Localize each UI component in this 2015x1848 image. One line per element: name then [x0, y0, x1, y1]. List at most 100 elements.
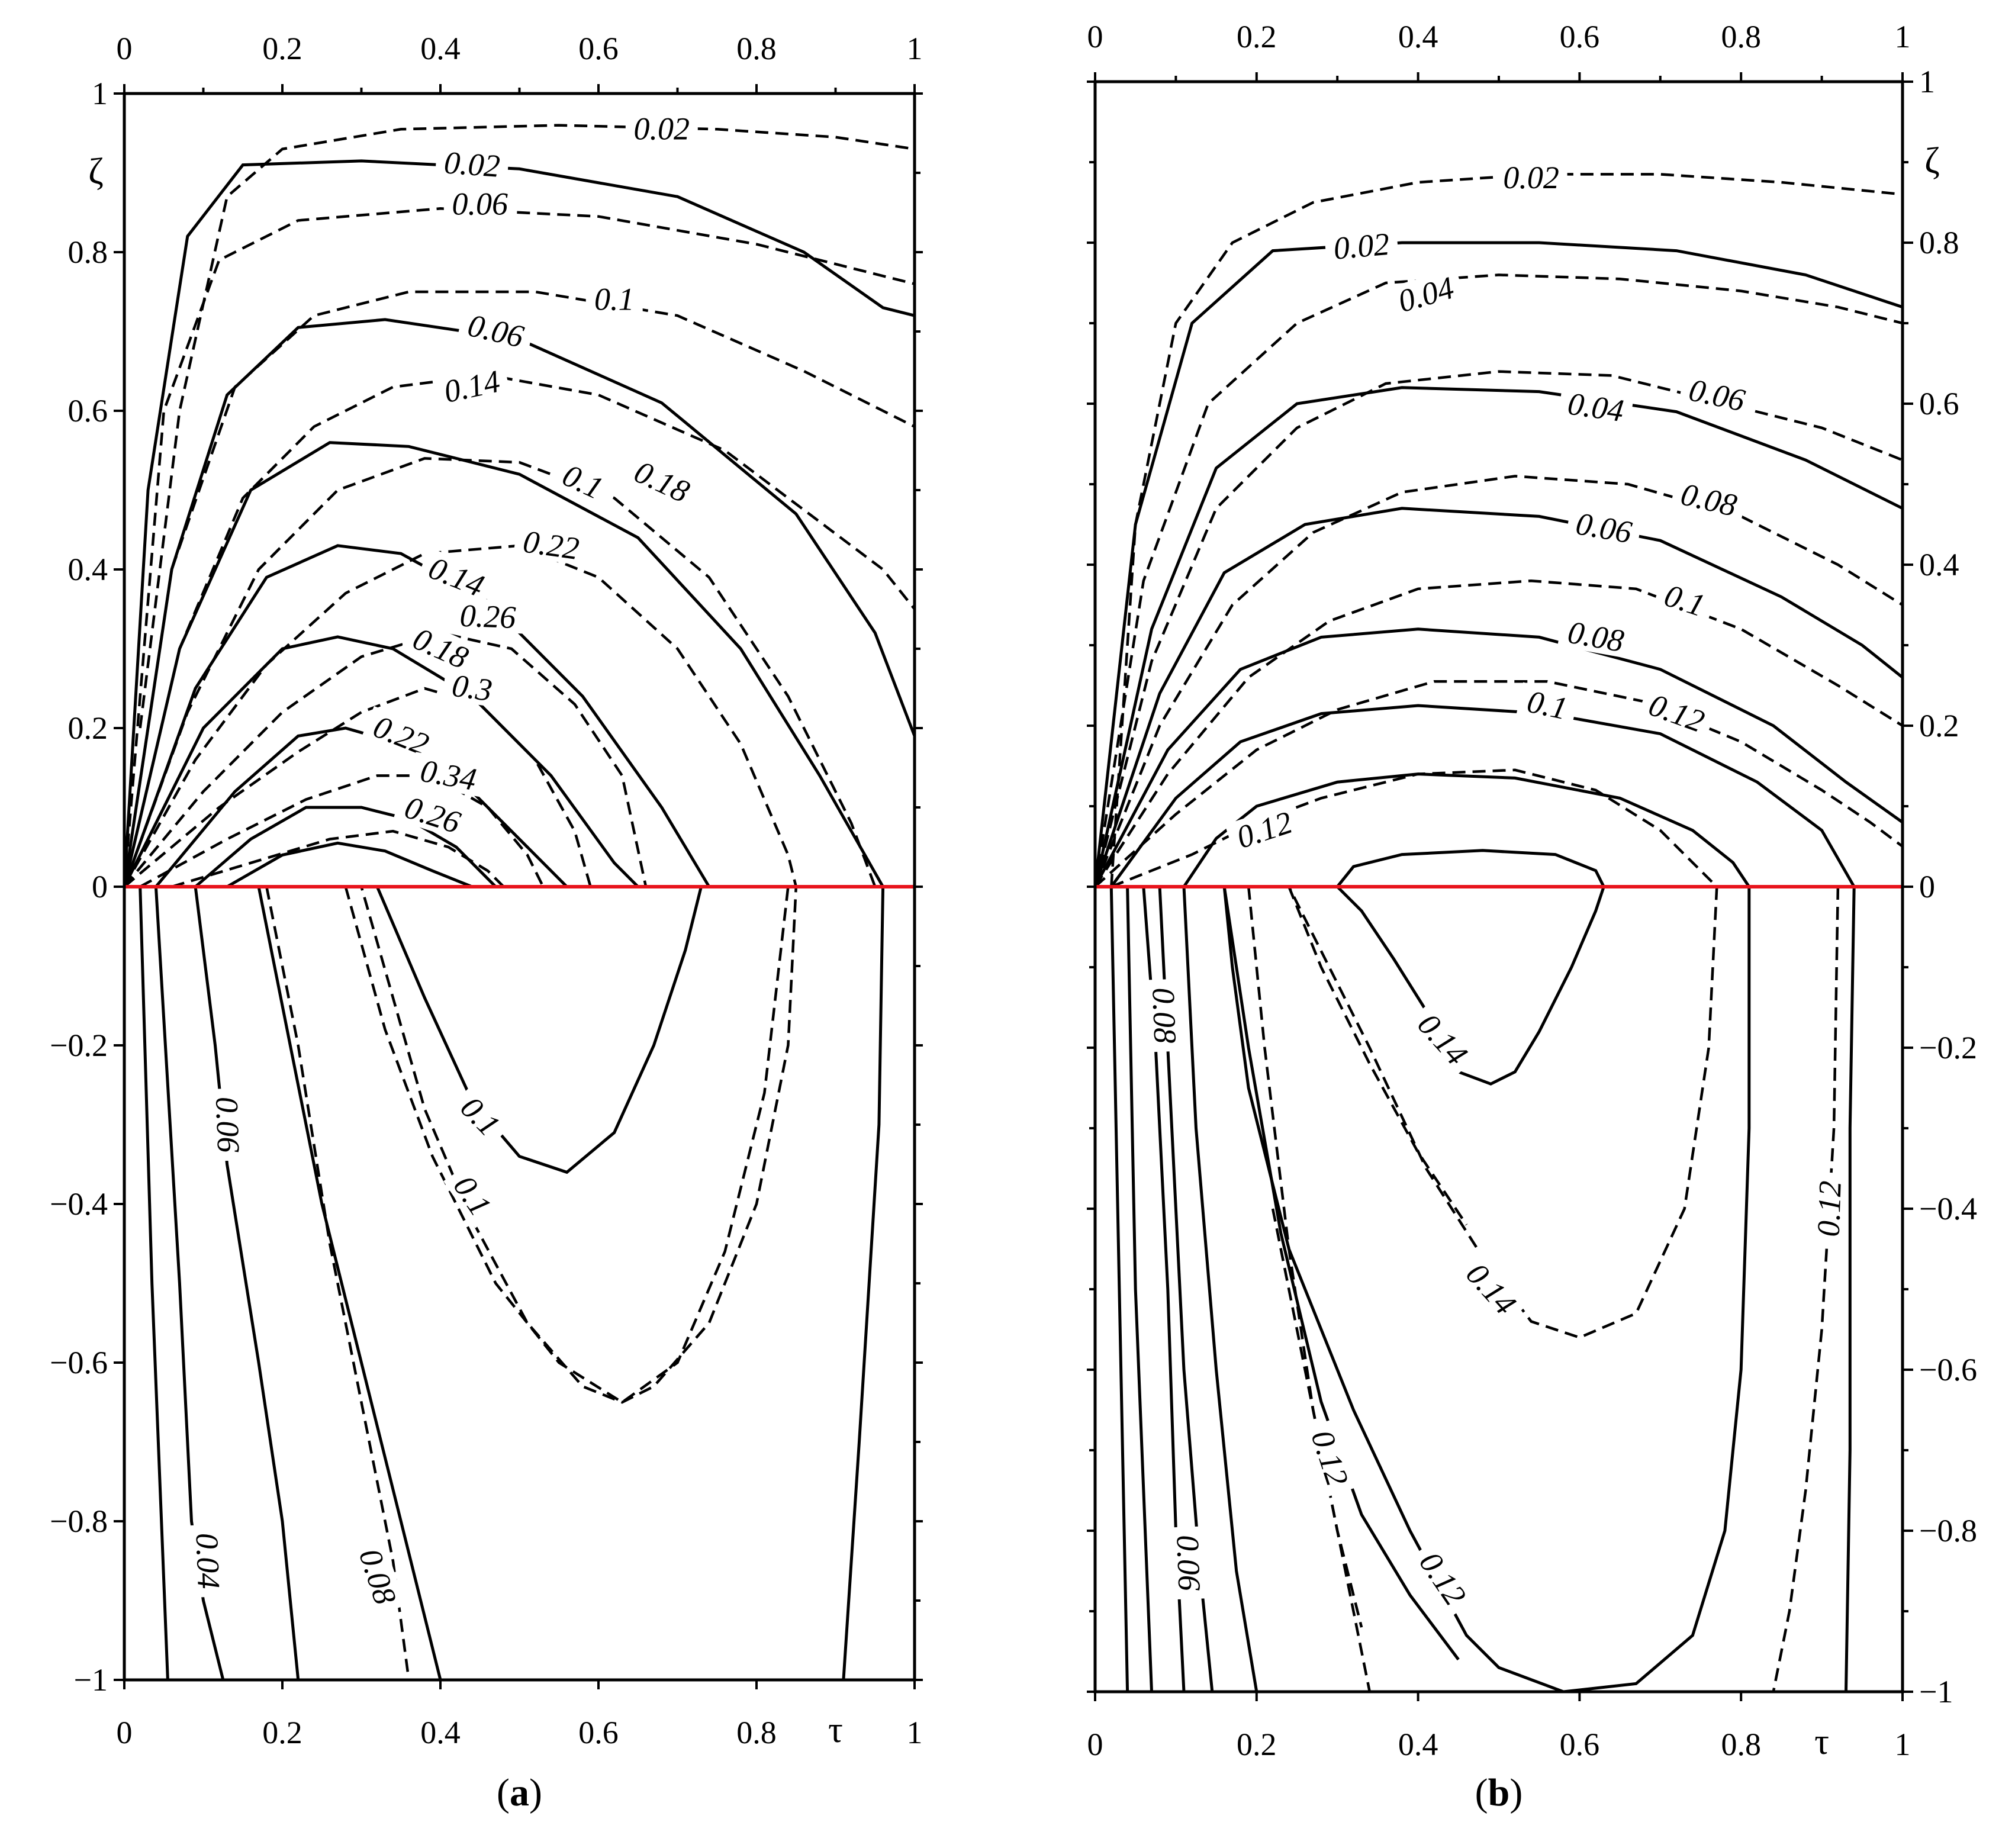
contour-label-background [449, 1084, 513, 1148]
contour-label-background [393, 787, 472, 841]
y-tick-label: −0.6 [50, 1345, 108, 1380]
y-tick-label: −0.4 [1919, 1191, 1977, 1226]
contour-label-background [351, 1537, 405, 1616]
x-tick-label-bottom: 0.8 [736, 1715, 777, 1750]
contour-label: 0.34 [418, 753, 479, 797]
contour-line-dashed [1247, 886, 1372, 1692]
contour-label: 0.08 [1678, 476, 1740, 523]
contour-label: 0.1 [594, 281, 635, 317]
contour-line-solid [257, 886, 442, 1680]
contour-label: 0.22 [521, 524, 581, 567]
contour-label-background [433, 362, 511, 410]
contour-label-group: 0.02 [1495, 160, 1567, 195]
y-tick-label: 0 [92, 869, 108, 904]
contour-label-background [1225, 802, 1304, 857]
contour-label: 0.04 [1394, 270, 1457, 320]
x-tick-label-bottom: 1 [907, 1715, 923, 1750]
contour-line-solid [375, 886, 703, 1174]
contour-label-group: 0.06 [1565, 504, 1643, 550]
contour-label: 0.1 [1524, 684, 1570, 727]
contour-label-background [1557, 385, 1634, 429]
y-tick-label: 0.8 [68, 234, 108, 270]
x-axis-label: τ [828, 1710, 843, 1750]
contour-label-background [585, 282, 643, 315]
y-tick-label: 1 [1919, 64, 1935, 99]
x-tick-label-bottom: 0.8 [1721, 1727, 1761, 1762]
y-tick-label: 0.2 [68, 710, 108, 746]
contour-label: 0.26 [459, 598, 517, 635]
contour-line-solid [1109, 886, 1129, 1692]
contour-label-background [1495, 160, 1567, 194]
contour-label-background [434, 144, 510, 183]
contour-line-solid [1093, 241, 1903, 887]
x-tick-label-top: 0.4 [420, 31, 461, 66]
caption-open-paren: ( [1475, 1771, 1488, 1814]
contour-label-group: 0.08 [351, 1537, 405, 1616]
x-axis-label: τ [1814, 1722, 1829, 1762]
x-tick-label-top: 0.8 [1721, 19, 1761, 54]
caption-close-paren: ) [529, 1771, 542, 1814]
contour-label-group: 0.1 [1653, 575, 1717, 624]
contour-label-group: 0.14 [417, 547, 497, 606]
contour-label-group: 0.3 [442, 667, 503, 709]
x-tick-label-bottom: 0.6 [1560, 1727, 1600, 1762]
contour-label-background [401, 617, 481, 678]
contour-label: 0.04 [1566, 386, 1626, 429]
contour-label-background [362, 706, 442, 764]
y-tick-label: 0.6 [68, 393, 108, 429]
contour-line-dashed [123, 457, 877, 887]
x-tick-label-top: 0.2 [1237, 19, 1277, 54]
y-tick-label: 0.2 [1919, 708, 1959, 743]
contour-line-dashed [1271, 1208, 1363, 1628]
contour-line-dashed [123, 631, 648, 888]
contour-line-solid [1093, 627, 1904, 888]
contour-line-dashed [1110, 173, 1903, 887]
y-tick-label: −0.8 [50, 1503, 108, 1539]
contour-label-background [1811, 1171, 1847, 1245]
contour-label-group: 0.12 [1303, 1418, 1357, 1498]
panel-caption: (a) [497, 1771, 542, 1814]
contour-label-background [1386, 268, 1466, 320]
contour-label-background [1406, 1000, 1480, 1077]
contour-label: 0.3 [450, 668, 494, 709]
contour-label-background [625, 111, 698, 145]
contour-label-background [443, 1163, 503, 1228]
contour-label: 0.08 [1145, 987, 1183, 1044]
contour-label: 0.06 [1170, 1534, 1207, 1592]
contour-label: 0.06 [1686, 372, 1748, 418]
contour-label-group: 0.14 [1455, 1250, 1528, 1327]
x-tick-label-bottom: 0.2 [262, 1715, 302, 1750]
contour-label-background [443, 186, 516, 220]
contour-label-background [1455, 1250, 1528, 1327]
contour-label-background [410, 752, 487, 797]
panel-caption: (b) [1475, 1771, 1523, 1814]
contour-label-background [1147, 978, 1183, 1052]
y-axis-label: ζ [1924, 141, 1940, 181]
contour-label: 0.08 [352, 1544, 403, 1608]
contour-label-group: 0.12 [1811, 1171, 1848, 1245]
contour-label-background [457, 306, 535, 355]
contour-line-solid [123, 318, 916, 887]
contour-label-background [1303, 1418, 1357, 1498]
contour-line-solid [123, 635, 639, 888]
contour-label-background [417, 547, 497, 606]
x-tick-label-top: 0.6 [1560, 19, 1600, 54]
contour-label-group: 0.14 [1406, 1000, 1480, 1077]
caption-letter: a [510, 1771, 529, 1814]
x-tick-label-bottom: 0.4 [1398, 1727, 1438, 1762]
contour-label: 0.06 [452, 186, 508, 222]
contour-label-group: 0.06 [1170, 1526, 1208, 1600]
caption-open-paren: ( [497, 1771, 510, 1814]
y-tick-label: 0.4 [1919, 547, 1959, 582]
contour-label: 0.14 [441, 363, 503, 410]
contour-line-dashed [1093, 273, 1903, 887]
caption-letter: b [1488, 1771, 1510, 1814]
x-tick-label-top: 0.4 [1398, 19, 1438, 54]
x-tick-label-top: 0.8 [736, 31, 777, 66]
contour-label: 0.02 [443, 144, 501, 183]
contour-line-dashed [1093, 370, 1903, 887]
contour-label: 0.02 [1332, 226, 1390, 266]
contour-label-group: 0.1 [585, 281, 643, 317]
contour-label-group: 0.14 [433, 362, 511, 410]
panel-a: 0.020.060.10.140.180.220.260.040.06 0.10.… [50, 31, 923, 1814]
